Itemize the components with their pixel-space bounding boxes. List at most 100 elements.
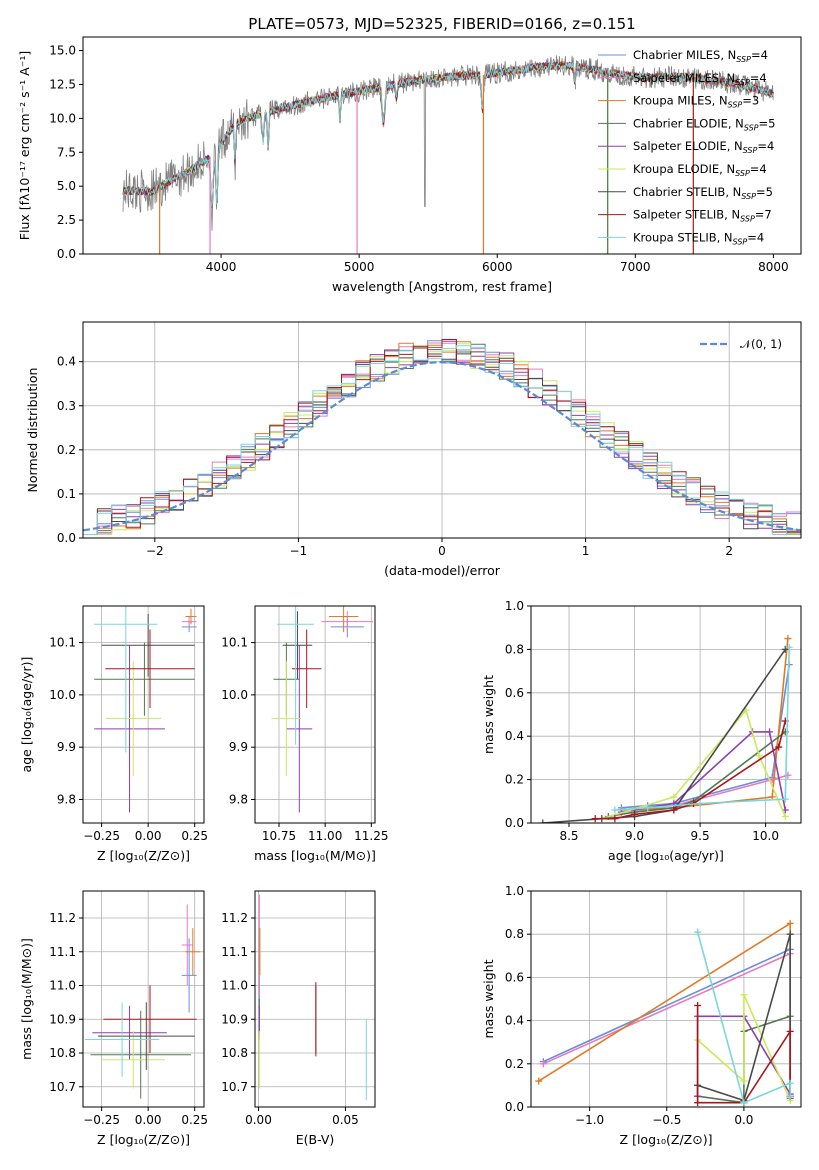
- x-axis-label: E(B-V): [296, 1132, 335, 1147]
- y-tick-label: 0.2: [505, 773, 524, 787]
- normal-curve: [83, 360, 801, 532]
- weight-marker: [740, 1077, 748, 1085]
- y-tick-label: 11.0: [221, 979, 248, 993]
- y-tick-label: 12.5: [49, 77, 76, 91]
- y-tick-label: 10.9: [221, 1012, 248, 1026]
- y-tick-label: 0.4: [505, 1014, 524, 1028]
- axes-frame: [82, 890, 205, 1108]
- y-tick-label: 10.0: [49, 111, 76, 125]
- y-tick-label: 10.8: [221, 1046, 248, 1060]
- panel-weight-vs-age: 8.5 9.0 9.5 10.0 0.0 0.2 0.4 0.6 0.8 1.0 age [log₁…: [481, 599, 802, 863]
- x-tick-label: 0.0: [734, 1113, 753, 1127]
- y-tick-label: 0.3: [57, 399, 76, 413]
- y-tick-label: 9.9: [57, 740, 76, 754]
- weight-marker: [631, 810, 639, 818]
- y-axis-label: age [log₁₀(age/yr)]: [19, 657, 34, 773]
- legend-entry: 𝒩(0, 1): [740, 337, 782, 351]
- weight-marker: [611, 815, 619, 823]
- x-tick-label: 1: [582, 544, 590, 558]
- y-tick-label: 5.0: [57, 179, 76, 193]
- y-tick-label: 11.1: [49, 945, 76, 959]
- weight-marker: [740, 991, 748, 999]
- weight-marker: [785, 643, 793, 651]
- plot-area: [83, 339, 801, 535]
- weight-marker: [766, 728, 774, 736]
- y-tick-label: 0.1: [57, 487, 76, 501]
- panel-weight-vs-Z: −1.0 −0.5 0.0 0.0 0.2 0.4 0.6 0.8 1.0 Z [log₁₀(Z/…: [481, 884, 802, 1147]
- residual-histogram-8: [83, 345, 801, 535]
- plot-area: [258, 894, 367, 1101]
- grid: [531, 890, 801, 1108]
- weight-series-8: [614, 647, 790, 811]
- weight-marker: [696, 799, 704, 807]
- legend-entry: Salpeter ELODIE, NSSP=4: [633, 139, 774, 155]
- y-tick-label: 10.0: [49, 688, 76, 702]
- panel-spectrum: 4000 5000 6000 7000 8000 0.0 2.5 5.0 7.5 10.0 12.5…: [17, 15, 802, 294]
- y-tick-label: 11.2: [221, 911, 248, 925]
- y-axis-label: mass weight: [481, 675, 496, 754]
- y-tick-label: 9.9: [229, 740, 248, 754]
- grid: [255, 891, 375, 1107]
- panel-age-vs-Z: −0.25 0.00 0.25 9.8 9.9 10.0 10.1 Z [log₁₀(Z/Z⊙…: [19, 605, 208, 863]
- weight-marker: [775, 743, 783, 751]
- y-tick-label: 2.5: [57, 213, 76, 227]
- y-tick-label: 0.4: [57, 355, 76, 369]
- x-tick-label: −2: [146, 544, 164, 558]
- weight-marker: [786, 1027, 794, 1035]
- x-tick-label: 10.75: [262, 829, 296, 843]
- y-tick-label: 9.8: [57, 792, 76, 806]
- x-tick-label: 0.25: [181, 829, 208, 843]
- weight-series-6: [697, 933, 792, 1102]
- x-tick-label: 0.00: [245, 1113, 272, 1127]
- residual-histogram-7: [83, 339, 801, 535]
- x-tick-label: 9.0: [625, 829, 644, 843]
- y-tick-label: 7.5: [57, 145, 76, 159]
- x-tick-label: 7000: [620, 260, 651, 274]
- y-axis-label: Normed distribution: [25, 368, 40, 493]
- x-tick-label: 0.25: [181, 1113, 208, 1127]
- x-axis-label: (data-model)/error: [384, 563, 501, 578]
- legend-entry: Kroupa MILES, NSSP=3: [633, 94, 759, 110]
- x-axis-label: Z [log₁₀(Z/Z⊙)]: [620, 1132, 713, 1147]
- plot-area: [84, 904, 201, 1099]
- x-tick-label: 8.5: [559, 829, 578, 843]
- axes-frame: [530, 890, 802, 1108]
- plot-area: [271, 606, 374, 813]
- chart-title: PLATE=0573, MJD=52325, FIBERID=0166, z=0…: [248, 15, 635, 33]
- y-tick-label: 10.0: [221, 688, 248, 702]
- spectrum-model-8: [122, 61, 774, 208]
- y-tick-label: 0.0: [505, 1100, 524, 1114]
- weight-marker: [611, 806, 619, 814]
- x-tick-label: 9.5: [691, 829, 710, 843]
- plot-area: [94, 606, 197, 813]
- legend-entry: Salpeter STELIB, NSSP=7: [633, 208, 772, 224]
- y-tick-label: 0.0: [57, 531, 76, 545]
- axes-frame: [82, 36, 802, 255]
- panel-mass-vs-Z: −0.25 0.00 0.25 10.7 10.8 10.9 11.0 11.1 11.2 Z […: [19, 890, 208, 1147]
- weight-marker: [781, 812, 789, 820]
- weight-marker: [781, 645, 789, 653]
- y-tick-label: 0.2: [57, 443, 76, 457]
- weight-marker: [786, 1092, 794, 1100]
- weight-series-5: [697, 994, 791, 1101]
- x-tick-label: 0.00: [135, 1113, 162, 1127]
- x-axis-label: age [log₁₀(age/yr)]: [608, 848, 724, 863]
- weight-marker: [539, 1060, 547, 1068]
- y-tick-label: 0.0: [57, 247, 76, 261]
- legend-entry: Chabrier STELIB, NSSP=5: [633, 185, 773, 201]
- x-axis-label: Z [log₁₀(Z/Z⊙)]: [97, 1132, 190, 1147]
- y-tick-label: 1.0: [505, 884, 524, 898]
- weight-marker: [755, 752, 763, 760]
- y-tick-label: 0.8: [505, 642, 524, 656]
- x-tick-label: 10.0: [752, 829, 779, 843]
- x-tick-label: 11.25: [354, 829, 388, 843]
- weight-marker: [694, 1001, 702, 1009]
- x-tick-label: −0.25: [83, 1113, 120, 1127]
- weight-marker: [740, 1099, 748, 1107]
- plot-area: [539, 635, 793, 823]
- y-tick-label: 10.7: [49, 1080, 76, 1094]
- y-tick-label: 0.6: [505, 970, 524, 984]
- x-tick-label: −1: [290, 544, 308, 558]
- axes-frame: [82, 605, 205, 824]
